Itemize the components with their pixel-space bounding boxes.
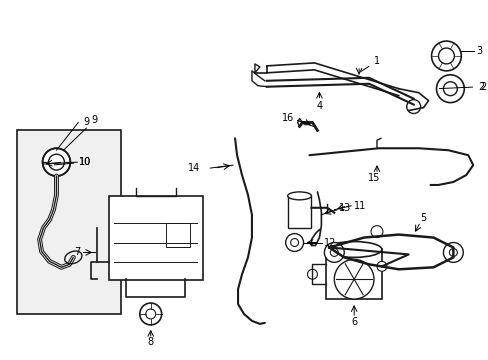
Bar (287, 196, 311, 228)
Text: 16: 16 (282, 113, 294, 123)
Ellipse shape (287, 192, 311, 200)
Text: 7: 7 (74, 247, 80, 257)
Text: 15: 15 (367, 173, 379, 183)
Text: 1: 1 (361, 56, 379, 71)
Text: 5: 5 (420, 213, 426, 223)
Text: 8: 8 (147, 337, 154, 347)
Text: 13: 13 (339, 203, 351, 213)
Text: 9: 9 (63, 116, 97, 150)
Circle shape (443, 243, 462, 262)
Text: 3: 3 (475, 46, 481, 56)
Circle shape (334, 260, 373, 299)
Text: 2: 2 (479, 82, 486, 92)
Bar (325, 249, 381, 299)
Circle shape (370, 226, 382, 238)
Bar (109, 196, 203, 280)
Text: 6: 6 (350, 317, 356, 327)
Circle shape (376, 261, 386, 271)
Circle shape (285, 234, 303, 251)
Ellipse shape (325, 242, 381, 257)
Text: 14: 14 (188, 163, 200, 173)
Circle shape (145, 309, 155, 319)
Circle shape (443, 82, 456, 96)
Circle shape (431, 41, 460, 71)
Text: 10: 10 (54, 157, 91, 167)
Circle shape (140, 303, 162, 325)
Text: 9: 9 (83, 117, 89, 127)
Circle shape (324, 243, 344, 262)
Circle shape (436, 75, 463, 103)
Circle shape (42, 148, 70, 176)
Text: 12: 12 (324, 238, 336, 248)
Text: 4: 4 (316, 94, 322, 111)
Bar (165, 223, 190, 247)
Text: 10: 10 (79, 157, 91, 167)
Text: 2: 2 (438, 82, 484, 92)
Circle shape (290, 239, 298, 247)
Circle shape (438, 48, 453, 64)
Bar (17, 130, 121, 314)
Text: 11: 11 (353, 201, 366, 211)
